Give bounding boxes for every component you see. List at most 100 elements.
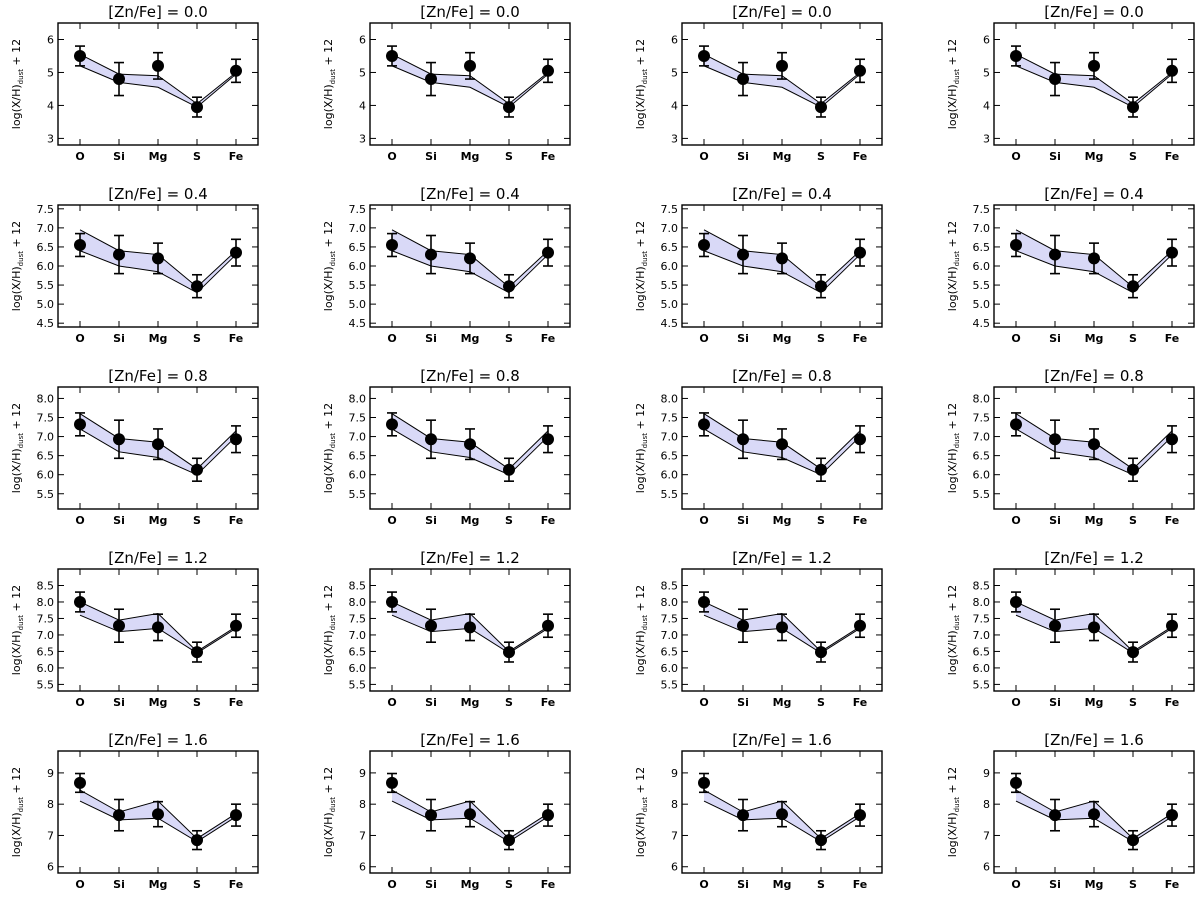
y-tick-label: 5.5 bbox=[349, 678, 367, 691]
data-point bbox=[386, 595, 398, 608]
panel-title: [Zn/Fe] = 0.8 bbox=[1044, 367, 1144, 385]
y-tick-label: 8.0 bbox=[349, 596, 367, 609]
y-tick-label: 6.5 bbox=[661, 450, 679, 463]
x-tick-label: S bbox=[193, 514, 201, 527]
data-point bbox=[1010, 776, 1022, 789]
y-tick-label: 7.0 bbox=[349, 222, 367, 235]
y-tick-label: 5.5 bbox=[661, 678, 679, 691]
x-tick-label: Mg bbox=[773, 878, 792, 891]
y-tick-label: 7 bbox=[47, 829, 54, 842]
x-tick-label: Fe bbox=[1165, 696, 1180, 709]
y-axis-label: log(X/H)dust + 12 bbox=[946, 221, 961, 311]
panel-title: [Zn/Fe] = 0.0 bbox=[732, 3, 832, 21]
x-tick-label: S bbox=[193, 696, 201, 709]
data-point bbox=[152, 59, 164, 72]
x-tick-label: Si bbox=[113, 696, 125, 709]
data-point bbox=[698, 776, 710, 789]
y-tick-label: 5.5 bbox=[661, 279, 679, 292]
y-axis-label: log(X/H)dust + 12 bbox=[10, 767, 25, 857]
x-tick-label: S bbox=[505, 514, 513, 527]
y-tick-label: 7 bbox=[359, 829, 366, 842]
panel-title: [Zn/Fe] = 1.2 bbox=[732, 549, 832, 567]
y-tick-label: 9 bbox=[359, 767, 366, 780]
data-point bbox=[113, 248, 125, 261]
x-tick-label: Fe bbox=[1165, 332, 1180, 345]
y-tick-label: 3 bbox=[359, 132, 366, 145]
x-tick-label: Si bbox=[113, 332, 125, 345]
y-tick-label: 7 bbox=[671, 829, 678, 842]
chart-panel: [Zn/Fe] = 0.0 3 4 5 6 O Si Mg S Fe log(X/H)dust + … bbox=[10, 3, 259, 163]
x-tick-label: Si bbox=[1049, 150, 1061, 163]
data-point bbox=[191, 101, 203, 114]
x-tick-label: Fe bbox=[853, 514, 868, 527]
x-tick-label: S bbox=[817, 150, 825, 163]
y-axis-label: log(X/H)dust + 12 bbox=[946, 403, 961, 493]
y-tick-label: 8 bbox=[983, 798, 990, 811]
y-axis-label: log(X/H)dust + 12 bbox=[10, 403, 25, 493]
panel-title: [Zn/Fe] = 1.6 bbox=[732, 731, 832, 749]
y-tick-label: 5.0 bbox=[349, 298, 367, 311]
data-point bbox=[230, 619, 242, 632]
y-tick-label: 6 bbox=[359, 861, 366, 874]
panel-title: [Zn/Fe] = 0.4 bbox=[108, 185, 208, 203]
y-axis-label: log(X/H)dust + 12 bbox=[322, 39, 337, 129]
y-axis-label: log(X/H)dust + 12 bbox=[10, 585, 25, 675]
y-tick-label: 5.0 bbox=[661, 298, 679, 311]
data-point bbox=[854, 64, 866, 77]
x-tick-label: S bbox=[817, 696, 825, 709]
y-tick-label: 3 bbox=[47, 132, 54, 145]
data-point bbox=[464, 621, 476, 634]
data-point bbox=[737, 809, 749, 822]
y-tick-label: 7.5 bbox=[349, 612, 367, 625]
y-tick-label: 6 bbox=[983, 33, 990, 46]
x-tick-label: Fe bbox=[229, 150, 244, 163]
y-tick-label: 6.0 bbox=[661, 469, 679, 482]
y-axis-label: log(X/H)dust + 12 bbox=[322, 767, 337, 857]
data-point bbox=[113, 809, 125, 822]
data-point bbox=[1049, 809, 1061, 822]
y-tick-label: 7.0 bbox=[349, 629, 367, 642]
panel-title: [Zn/Fe] = 0.4 bbox=[1044, 185, 1144, 203]
data-point bbox=[113, 619, 125, 632]
x-tick-label: Fe bbox=[853, 696, 868, 709]
x-tick-label: S bbox=[1129, 150, 1137, 163]
y-axis-label: log(X/H)dust + 12 bbox=[322, 221, 337, 311]
x-tick-label: Mg bbox=[1085, 878, 1104, 891]
y-tick-label: 6.5 bbox=[349, 241, 367, 254]
chart-panel: [Zn/Fe] = 0.8 5.5 6.0 6.5 7.0 7.5 8.0 O Si Mg S Fe l… bbox=[634, 367, 883, 527]
y-tick-label: 8.5 bbox=[349, 579, 367, 592]
data-point bbox=[542, 64, 554, 77]
x-tick-label: O bbox=[1011, 332, 1020, 345]
y-tick-label: 8.0 bbox=[661, 392, 679, 405]
y-tick-label: 6.0 bbox=[37, 260, 55, 273]
data-point bbox=[1127, 101, 1139, 114]
x-tick-label: S bbox=[193, 150, 201, 163]
data-point bbox=[854, 246, 866, 259]
x-tick-label: S bbox=[1129, 514, 1137, 527]
chart-panel: [Zn/Fe] = 1.2 5.5 6.0 6.5 7.0 7.5 8.0 8.5 O Si Mg S… bbox=[634, 549, 883, 709]
y-tick-label: 6.0 bbox=[973, 260, 991, 273]
x-tick-label: O bbox=[1011, 696, 1020, 709]
y-tick-label: 6.0 bbox=[973, 662, 991, 675]
y-tick-label: 6.0 bbox=[37, 469, 55, 482]
x-tick-label: Si bbox=[113, 878, 125, 891]
y-tick-label: 6.0 bbox=[661, 260, 679, 273]
x-tick-label: O bbox=[1011, 514, 1020, 527]
chart-panel: [Zn/Fe] = 0.8 5.5 6.0 6.5 7.0 7.5 8.0 O Si Mg S Fe l… bbox=[10, 367, 259, 527]
y-tick-label: 4.5 bbox=[661, 317, 679, 330]
panel-title: [Zn/Fe] = 0.4 bbox=[732, 185, 832, 203]
data-point bbox=[1010, 239, 1022, 252]
y-tick-label: 3 bbox=[983, 132, 990, 145]
x-tick-label: S bbox=[193, 878, 201, 891]
x-tick-label: Mg bbox=[773, 150, 792, 163]
y-tick-label: 4 bbox=[671, 99, 678, 112]
x-tick-label: Fe bbox=[541, 332, 556, 345]
model-band bbox=[80, 54, 236, 108]
x-tick-label: S bbox=[817, 332, 825, 345]
y-tick-label: 6.0 bbox=[661, 662, 679, 675]
x-tick-label: O bbox=[387, 696, 396, 709]
x-tick-label: Fe bbox=[229, 332, 244, 345]
y-tick-label: 8.0 bbox=[349, 392, 367, 405]
y-tick-label: 6 bbox=[671, 33, 678, 46]
model-band bbox=[1016, 54, 1172, 108]
